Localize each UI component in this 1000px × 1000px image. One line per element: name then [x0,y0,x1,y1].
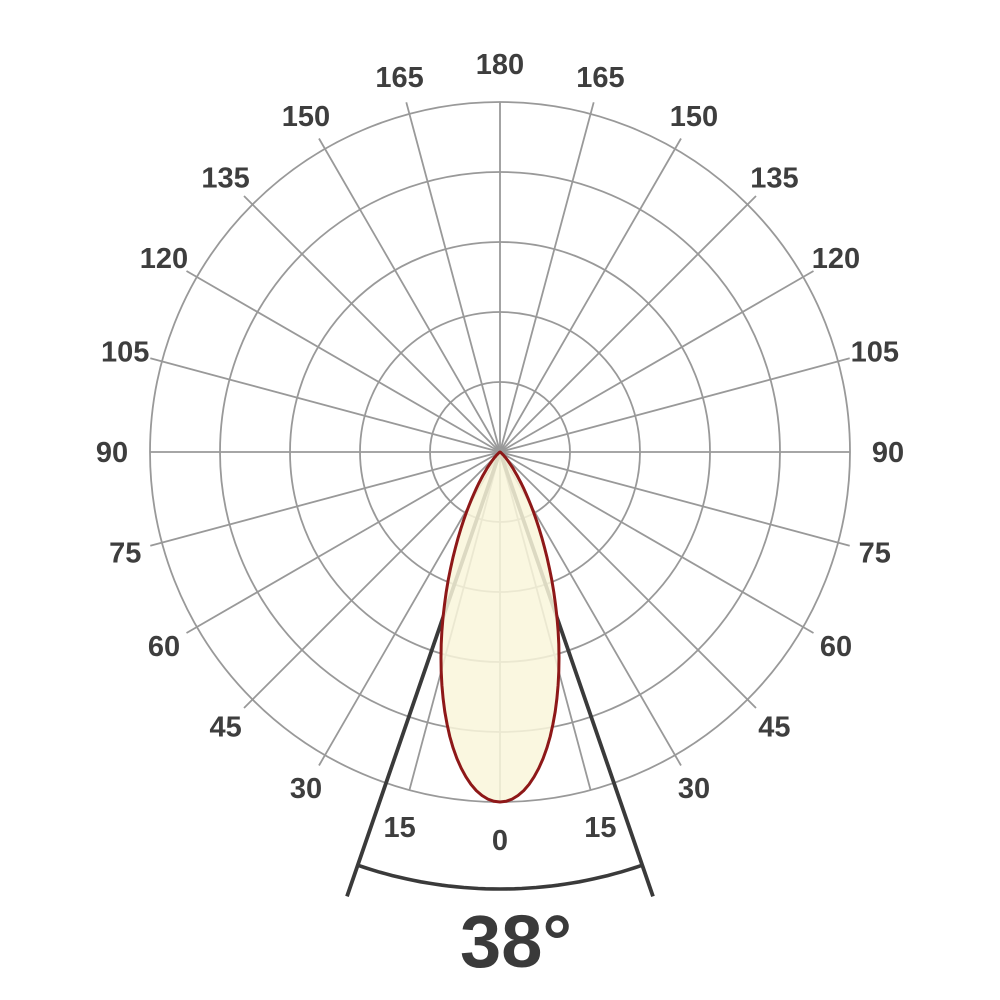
polar-spoke [243,195,501,453]
beam-angle-value: 38° [460,900,572,983]
angle-label: 135 [201,163,249,195]
angle-label: 105 [101,337,149,369]
angle-label: 15 [584,812,616,844]
polar-spoke [499,451,850,547]
angle-label: 90 [872,437,904,469]
polar-spoke [499,195,757,453]
angle-label: 165 [576,62,624,94]
angle-label: 90 [96,437,128,469]
polar-spoke [499,102,595,453]
angle-label: 15 [383,812,415,844]
angle-label: 30 [290,773,322,805]
polar-spoke [499,451,814,634]
angle-label: 120 [140,243,188,275]
polar-spoke [405,102,501,453]
beam-angle-arc [357,863,643,891]
angle-label: 180 [476,49,524,81]
beam-lobe [439,450,561,804]
polar-spoke [150,451,501,547]
angle-label: 45 [209,711,241,743]
angle-label: 135 [750,163,798,195]
angle-label: 150 [282,101,330,133]
polar-spoke [243,451,501,709]
angle-label: 165 [375,62,423,94]
angle-label: 105 [851,337,899,369]
angle-label: 30 [678,773,710,805]
angle-label: 45 [758,711,790,743]
polar-spoke [186,451,501,634]
polar-spoke [499,138,682,453]
polar-spoke [318,138,501,453]
polar-spoke [499,451,757,709]
polar-spoke [499,270,814,453]
angle-label: 60 [148,631,180,663]
angle-label: 150 [670,101,718,133]
angle-label: 75 [109,537,141,569]
angle-label: 120 [812,243,860,275]
angle-label: 75 [859,537,891,569]
angle-label: 60 [820,631,852,663]
polar-spoke [186,270,501,453]
polar-spoke [150,357,501,453]
angle-label: 0 [492,825,508,857]
polar-spoke [499,357,850,453]
